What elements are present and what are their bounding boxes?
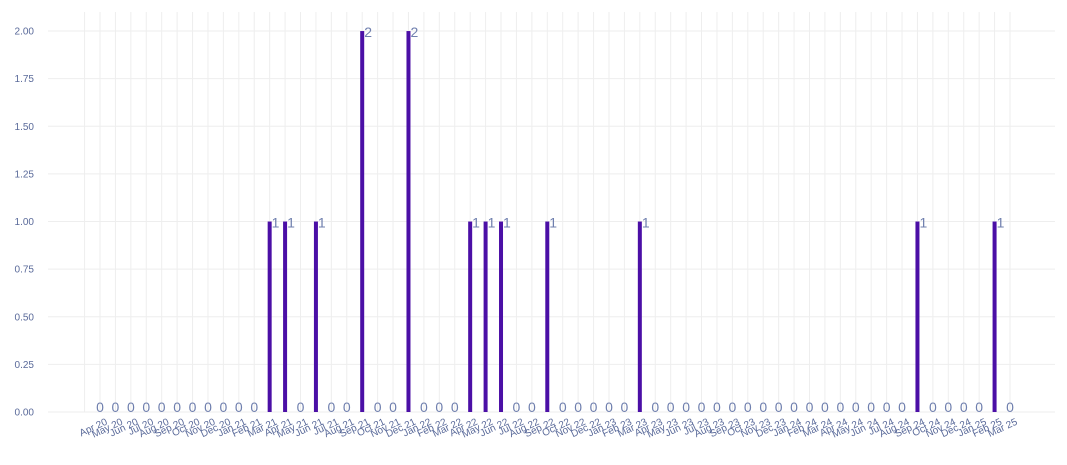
data-label: 0 <box>374 399 382 415</box>
data-label: 0 <box>204 399 212 415</box>
data-label: 0 <box>898 399 906 415</box>
data-label: 0 <box>759 399 767 415</box>
data-label: 0 <box>1006 399 1014 415</box>
data-label: 0 <box>775 399 783 415</box>
data-label: 0 <box>621 399 629 415</box>
bar <box>483 221 488 412</box>
data-label: 0 <box>559 399 567 415</box>
y-tick-label: 2.00 <box>15 27 35 38</box>
data-label: 1 <box>272 215 280 231</box>
y-tick-label: 0.00 <box>15 408 35 419</box>
data-label: 0 <box>836 399 844 415</box>
y-tick-label: 1.50 <box>15 122 35 133</box>
data-label: 0 <box>929 399 937 415</box>
data-label: 0 <box>852 399 860 415</box>
bar <box>992 221 997 412</box>
data-label: 0 <box>173 399 181 415</box>
data-label: 0 <box>142 399 150 415</box>
bar <box>360 31 365 413</box>
data-label: 0 <box>343 399 351 415</box>
data-label: 1 <box>919 215 927 231</box>
data-label: 2 <box>410 24 418 40</box>
bar <box>283 221 288 412</box>
data-label: 0 <box>420 399 428 415</box>
data-label: 0 <box>867 399 875 415</box>
data-label: 0 <box>883 399 891 415</box>
data-label: 0 <box>975 399 983 415</box>
data-label: 0 <box>297 399 305 415</box>
data-label: 1 <box>287 215 295 231</box>
data-label: 0 <box>127 399 135 415</box>
y-tick-label: 1.25 <box>15 169 35 180</box>
data-label: 0 <box>96 399 104 415</box>
data-label: 0 <box>112 399 120 415</box>
data-label: 0 <box>651 399 659 415</box>
y-tick-label: 1.00 <box>15 217 35 228</box>
data-label: 0 <box>960 399 968 415</box>
data-label: 0 <box>698 399 706 415</box>
data-label: 0 <box>590 399 598 415</box>
y-tick-label: 1.75 <box>15 74 35 85</box>
data-label: 0 <box>806 399 814 415</box>
data-label: 0 <box>250 399 258 415</box>
data-label: 1 <box>488 215 496 231</box>
bar <box>267 221 272 412</box>
data-label: 0 <box>790 399 798 415</box>
bar <box>637 221 642 412</box>
data-label: 0 <box>528 399 536 415</box>
y-tick-label: 0.75 <box>15 265 35 276</box>
data-label: 1 <box>318 215 326 231</box>
data-label: 0 <box>389 399 397 415</box>
data-label: 0 <box>821 399 829 415</box>
data-label: 1 <box>503 215 511 231</box>
bars <box>267 31 997 413</box>
data-label: 1 <box>642 215 650 231</box>
data-label: 0 <box>667 399 675 415</box>
bar <box>468 221 473 412</box>
y-tick-label: 0.25 <box>15 360 35 371</box>
data-label: 0 <box>744 399 752 415</box>
data-label: 0 <box>944 399 952 415</box>
bar <box>915 221 920 412</box>
bar <box>313 221 318 412</box>
data-label: 0 <box>574 399 582 415</box>
bar <box>406 31 411 413</box>
data-label: 0 <box>435 399 443 415</box>
data-label: 0 <box>219 399 227 415</box>
data-label: 0 <box>451 399 459 415</box>
data-label: 2 <box>364 24 372 40</box>
data-label: 0 <box>235 399 243 415</box>
data-label: 1 <box>472 215 480 231</box>
grid-layer <box>48 12 1055 413</box>
y-tick-label: 0.50 <box>15 312 35 323</box>
data-label: 0 <box>327 399 335 415</box>
y-axis: 0.00 0.25 0.50 0.75 1.00 1.25 1.50 1.75 2.00 <box>15 27 35 419</box>
data-label: 0 <box>189 399 197 415</box>
data-label: 0 <box>158 399 166 415</box>
data-label: 0 <box>682 399 690 415</box>
data-label: 0 <box>713 399 721 415</box>
data-label: 0 <box>513 399 521 415</box>
bar <box>545 221 550 412</box>
data-label: 0 <box>728 399 736 415</box>
bar <box>499 221 504 412</box>
data-label: 0 <box>605 399 613 415</box>
data-label: 1 <box>997 215 1005 231</box>
data-label: 1 <box>549 215 557 231</box>
